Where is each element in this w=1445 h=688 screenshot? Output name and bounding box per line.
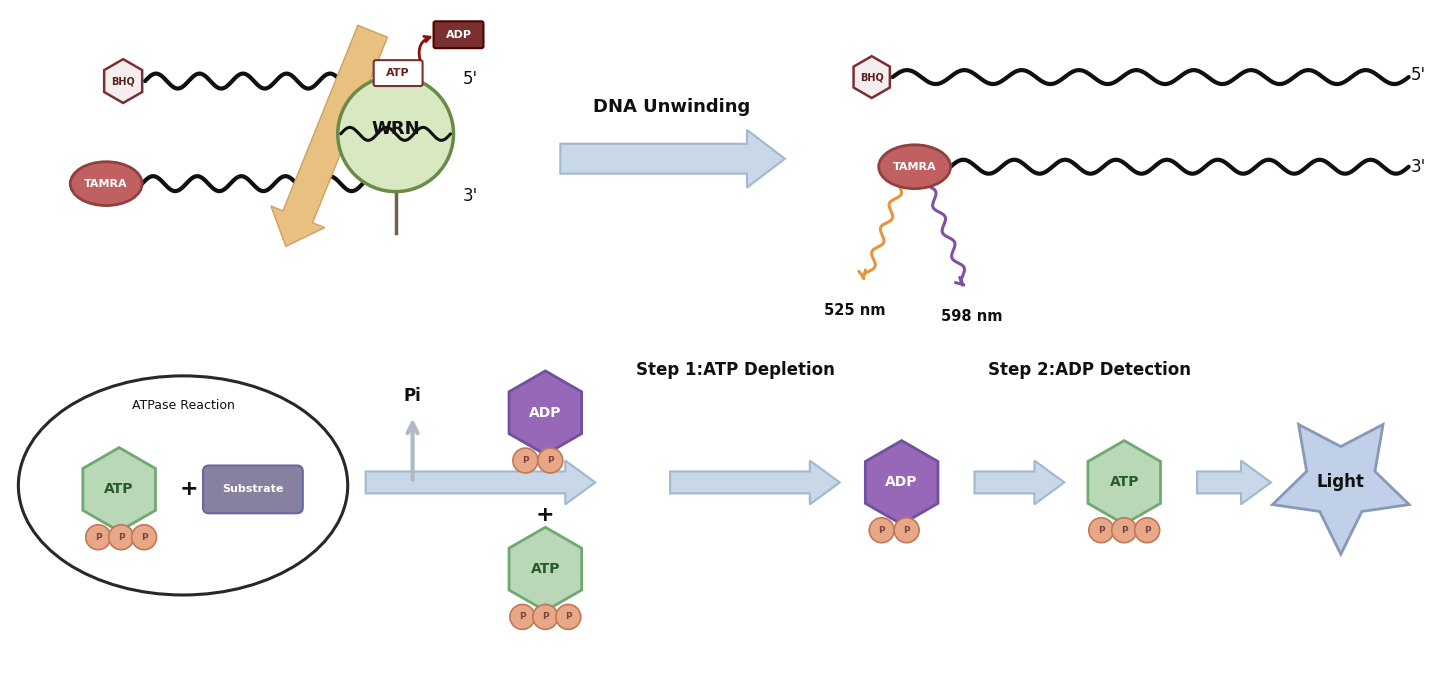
Text: P: P — [522, 456, 529, 465]
Polygon shape — [561, 130, 785, 188]
Polygon shape — [1196, 460, 1272, 504]
Polygon shape — [270, 25, 387, 246]
Text: ATPase Reaction: ATPase Reaction — [131, 399, 234, 412]
Circle shape — [338, 76, 454, 192]
Circle shape — [1134, 518, 1160, 543]
Circle shape — [870, 518, 894, 543]
Polygon shape — [366, 460, 595, 504]
Text: 598 nm: 598 nm — [941, 309, 1003, 323]
Text: P: P — [542, 612, 549, 621]
Polygon shape — [670, 460, 840, 504]
Text: P: P — [548, 456, 553, 465]
Polygon shape — [82, 448, 156, 531]
Circle shape — [131, 525, 156, 550]
Text: 3': 3' — [462, 186, 478, 204]
Text: P: P — [1098, 526, 1104, 535]
Circle shape — [1088, 518, 1114, 543]
FancyBboxPatch shape — [374, 60, 422, 86]
Polygon shape — [509, 371, 582, 455]
Circle shape — [85, 525, 111, 550]
Text: ATP: ATP — [104, 482, 134, 497]
Text: ADP: ADP — [529, 406, 562, 420]
Text: DNA Unwinding: DNA Unwinding — [594, 98, 751, 116]
Text: BHQ: BHQ — [860, 72, 883, 82]
Polygon shape — [866, 440, 938, 524]
Text: 3': 3' — [1410, 158, 1426, 175]
FancyBboxPatch shape — [202, 466, 303, 513]
Text: Pi: Pi — [403, 387, 422, 405]
Text: P: P — [140, 533, 147, 541]
Circle shape — [108, 525, 133, 550]
Text: Light: Light — [1316, 473, 1364, 491]
Text: +: + — [536, 505, 555, 526]
Circle shape — [1111, 518, 1137, 543]
Text: TAMRA: TAMRA — [84, 179, 129, 189]
Text: P: P — [519, 612, 526, 621]
Ellipse shape — [879, 144, 951, 189]
Circle shape — [513, 448, 538, 473]
FancyBboxPatch shape — [434, 21, 484, 48]
Polygon shape — [1273, 424, 1409, 554]
Text: ATP: ATP — [386, 68, 410, 78]
Text: 5': 5' — [462, 70, 478, 88]
Polygon shape — [509, 527, 582, 611]
Circle shape — [533, 605, 558, 630]
Text: P: P — [903, 526, 910, 535]
Text: ATP: ATP — [530, 562, 561, 576]
Circle shape — [556, 605, 581, 630]
Text: BHQ: BHQ — [111, 76, 134, 86]
Text: P: P — [118, 533, 124, 541]
Circle shape — [510, 605, 535, 630]
Text: 525 nm: 525 nm — [824, 303, 886, 318]
Text: 5': 5' — [1410, 66, 1426, 84]
Text: P: P — [1144, 526, 1150, 535]
Text: TAMRA: TAMRA — [893, 162, 936, 172]
Polygon shape — [1088, 440, 1160, 524]
Ellipse shape — [19, 376, 348, 595]
Text: P: P — [1121, 526, 1127, 535]
Text: Substrate: Substrate — [223, 484, 283, 495]
Text: ADP: ADP — [445, 30, 471, 40]
Text: WRN: WRN — [371, 120, 420, 138]
Circle shape — [538, 448, 562, 473]
Text: P: P — [95, 533, 101, 541]
Text: Step 1:ATP Depletion: Step 1:ATP Depletion — [636, 361, 834, 379]
Polygon shape — [854, 56, 890, 98]
Text: Step 2:ADP Detection: Step 2:ADP Detection — [988, 361, 1191, 379]
Text: ATP: ATP — [1110, 475, 1139, 489]
Polygon shape — [974, 460, 1065, 504]
Ellipse shape — [71, 162, 142, 206]
Text: P: P — [879, 526, 884, 535]
Circle shape — [894, 518, 919, 543]
Text: +: + — [179, 480, 198, 499]
Text: P: P — [565, 612, 572, 621]
Polygon shape — [104, 59, 142, 103]
Text: ADP: ADP — [886, 475, 918, 489]
